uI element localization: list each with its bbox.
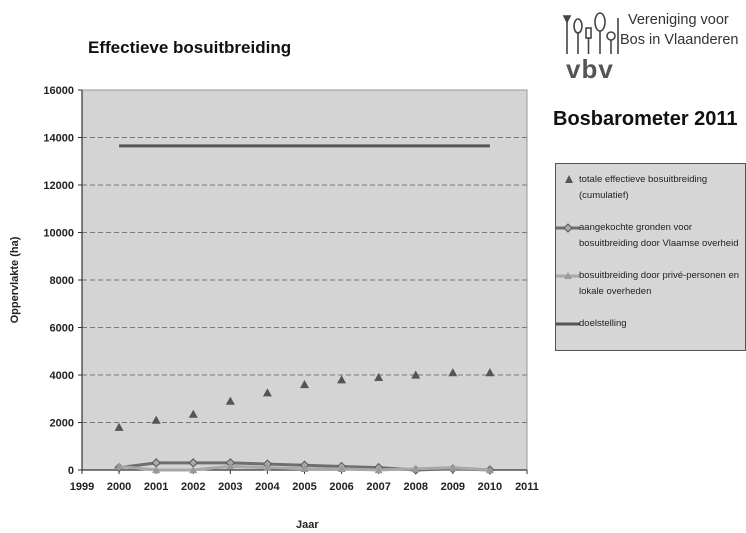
data-point-triangle [411,370,421,379]
x-tick-label: 2004 [255,481,280,493]
data-point-triangle [115,462,124,470]
legend-label-doelstelling: doelstelling [579,318,627,329]
data-point-triangle [300,464,309,473]
x-tick-label: 2011 [515,481,539,493]
data-point-triangle [226,462,235,470]
series-0 [114,368,495,431]
data-point-triangle [448,463,457,471]
y-tick-label: 16000 [43,85,74,97]
y-tick-label: 4000 [50,370,74,382]
trees-logo-icon [562,12,619,54]
data-point-triangle [337,464,346,473]
legend-triangle-line-icon [556,272,580,279]
x-tick-label: 2000 [107,481,131,493]
legend-item-prive: bosuitbreiding door privé-personen en lo… [556,264,745,304]
data-point-triangle [448,368,458,377]
legend-label-totale: totale effectieve bosuitbreiding (cumula… [579,174,708,201]
side-title: Bosbarometer 2011 [553,108,738,130]
data-point-triangle [263,463,272,471]
legend: totale effectieve bosuitbreiding (cumula… [555,163,746,351]
data-point-triangle [374,466,383,474]
data-point-triangle [411,464,420,473]
legend-label-prive: bosuitbreiding door privé-personen en lo… [579,270,740,297]
legend-label-aangekochte: aangekochte gronden voor bosuitbreiding … [579,222,739,249]
logo-org-line1: Vereniging voor [628,12,729,28]
vbv-logo: Vereniging voor Bos in Vlaanderen vbv [556,8,744,88]
x-tick-label: 2003 [218,481,242,493]
data-point-triangle [188,409,198,418]
data-point-triangle [152,466,161,474]
data-point-triangle [262,388,272,397]
data-point-triangle [485,368,495,377]
x-tick-label: 2008 [404,481,428,493]
x-tick-label: 2009 [441,481,465,493]
y-axis-label: Oppervlakte (ha) [9,236,21,323]
data-point-triangle [300,380,309,389]
legend-triangle-marker-icon [565,175,573,183]
chart-title: Effectieve bosuitbreiding [88,38,292,57]
x-tick-label: 1999 [70,481,94,493]
data-point-triangle [374,372,384,381]
x-tick-label: 2006 [329,481,353,493]
legend-diamond-line-icon [556,223,580,233]
y-tick-label: 14000 [43,133,74,145]
x-tick-label: 2005 [292,481,316,493]
data-point-triangle [337,375,347,384]
x-axis-label: Jaar [296,519,319,531]
y-tick-label: 12000 [43,180,74,192]
data-point-triangle [225,396,235,405]
legend-line-icon [556,322,580,326]
x-tick-label: 2001 [144,481,168,493]
logo-abbreviation: vbv [566,54,614,84]
data-point-triangle [114,422,124,431]
legend-item-totale: totale effectieve bosuitbreiding (cumula… [556,168,745,208]
legend-item-doelstelling: doelstelling [556,312,745,336]
y-tick-label: 8000 [50,275,74,287]
y-tick-label: 2000 [50,418,74,430]
y-tick-label: 10000 [43,228,74,240]
legend-item-aangekochte: aangekochte gronden voor bosuitbreiding … [556,216,745,256]
x-tick-label: 2010 [478,481,502,493]
y-tick-label: 0 [68,465,74,477]
series-2 [115,462,494,474]
x-tick-label: 2007 [366,481,390,493]
y-tick-label: 6000 [50,323,74,335]
data-point-triangle [151,415,161,424]
x-tick-label: 2002 [181,481,205,493]
logo-org-line2: Bos in Vlaanderen [620,32,739,48]
data-point-triangle [189,466,198,474]
data-point-triangle [485,466,494,474]
